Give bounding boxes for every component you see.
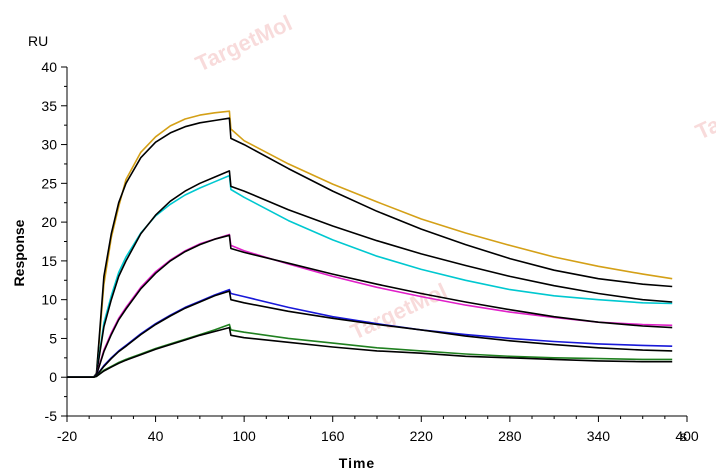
series-line-3	[67, 174, 673, 378]
y-tick-label: 0	[49, 369, 57, 385]
y-tick-label: 40	[41, 59, 57, 75]
series-line-2	[67, 117, 673, 378]
y-tick-label: 35	[41, 98, 57, 114]
y-tick-label: 25	[41, 175, 57, 191]
watermark-text: TargetMol	[692, 78, 716, 144]
x-tick-label: 160	[321, 428, 345, 444]
x-tick-label: 40	[148, 428, 164, 444]
y-tick-label: 30	[41, 137, 57, 153]
y-tick-label: 10	[41, 292, 57, 308]
series-line-1	[67, 110, 673, 378]
series-layer	[67, 110, 673, 378]
axes: -5 0 5 10 15 20 25 30 35 40 -20 40 100 160 220 280 340 40…	[41, 59, 698, 444]
x-axis-title: Time	[339, 455, 375, 471]
watermark-text: TargetMol	[192, 10, 296, 76]
x-tick-label: -20	[57, 428, 77, 444]
y-axis-title: Response	[11, 219, 27, 286]
x-tick-label: 400	[675, 428, 699, 444]
x-tick-label: 220	[410, 428, 434, 444]
y-tick-label: 15	[41, 253, 57, 269]
y-tick-label: -5	[45, 408, 58, 424]
series-line-6	[67, 234, 673, 378]
x-tick-label: 280	[498, 428, 522, 444]
y-unit-label: RU	[28, 33, 48, 49]
x-tick-label: 340	[587, 428, 611, 444]
series-line-4	[67, 170, 673, 378]
y-tick-label: 20	[41, 214, 57, 230]
y-tick-label: 5	[49, 330, 57, 346]
series-line-8	[67, 290, 673, 378]
watermark-layer: TargetMol TargetMol TargetMol	[192, 10, 716, 344]
series-line-10	[67, 326, 673, 378]
series-line-5	[67, 233, 673, 378]
x-tick-label: 100	[232, 428, 256, 444]
x-unit-label: s	[680, 428, 687, 444]
